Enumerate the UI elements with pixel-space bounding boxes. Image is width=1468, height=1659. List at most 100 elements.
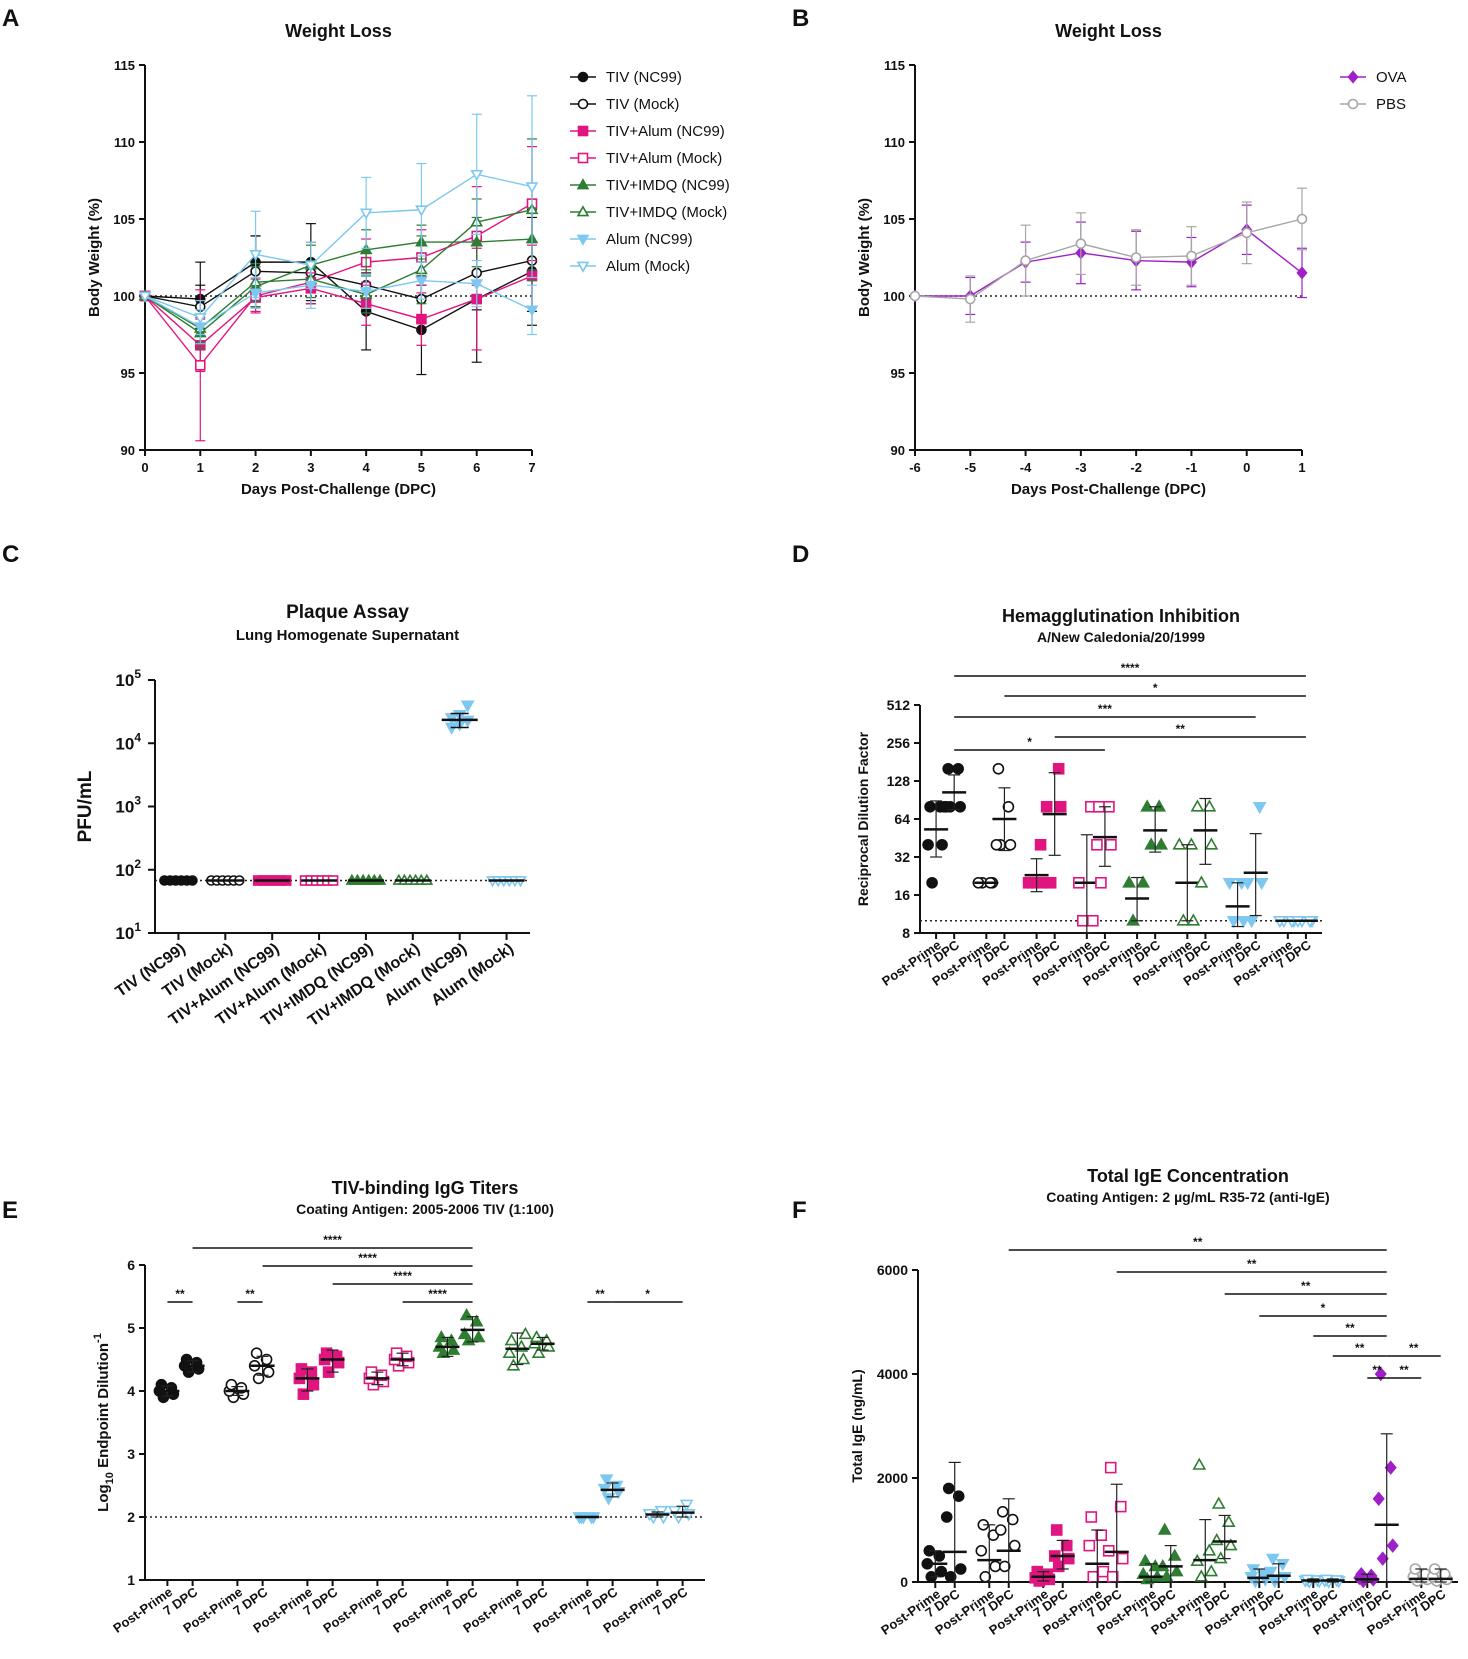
- data-point: [1056, 802, 1066, 812]
- series-PBS: [911, 188, 1308, 322]
- significance-label: ****: [393, 1269, 412, 1283]
- legend-entry: PBS: [1340, 96, 1406, 113]
- chart-title: Weight Loss: [285, 21, 392, 41]
- data-point: [1118, 1554, 1128, 1564]
- chart-title: TIV-binding IgG Titers: [332, 1178, 519, 1198]
- legend-label: TIV+IMDQ (NC99): [606, 177, 730, 194]
- legend-label: Alum (Mock): [606, 258, 690, 275]
- data-point: [1224, 879, 1235, 889]
- data-point: [1076, 239, 1085, 248]
- legend-label: OVA: [1376, 69, 1407, 86]
- x-tick-label: -2: [1130, 460, 1142, 475]
- significance-label: **: [595, 1287, 605, 1301]
- panel-F: Total IgE ConcentrationCoating Antigen: …: [849, 1166, 1458, 1638]
- panel-A: Weight Loss 90 95 100 105 110 115 0 1 2 3 4 5 6 7 Days …: [86, 21, 730, 498]
- y-tick-label: 100: [113, 289, 135, 304]
- significance-label: **: [1176, 722, 1186, 736]
- y-tick-label: 102: [115, 857, 141, 880]
- x-tick-label: 4: [363, 460, 371, 475]
- significance-bracket: *: [613, 1287, 683, 1302]
- x-tick-label: -6: [909, 460, 921, 475]
- legend-marker: [579, 127, 588, 136]
- y-axis-label: Reciprocal Dilution Factor: [855, 731, 871, 906]
- data-point: [1254, 803, 1265, 813]
- x-tick-label: 7: [528, 460, 535, 475]
- legend-entry: TIV (NC99): [570, 69, 682, 86]
- legend-marker: [579, 73, 588, 82]
- data-point: [1187, 251, 1196, 260]
- y-tick-label: 103: [115, 794, 141, 817]
- data-point: [990, 1561, 1000, 1571]
- legend-entry: Alum (Mock): [570, 258, 690, 275]
- y-tick-label: 95: [121, 366, 135, 381]
- category-7 DPC: 7 DPC: [972, 764, 1016, 972]
- legend-entry: TIV+Alum (Mock): [570, 150, 722, 167]
- data-point: [1042, 802, 1052, 812]
- data-point: [506, 1335, 517, 1345]
- data-point: [226, 1380, 236, 1390]
- data-point: [1124, 877, 1135, 887]
- significance-label: *: [1321, 1301, 1326, 1315]
- y-tick-label: 4000: [877, 1366, 908, 1382]
- data-point: [927, 878, 937, 888]
- significance-bracket: ****: [333, 1269, 473, 1284]
- data-point: [1388, 1540, 1398, 1552]
- significance-bracket: **: [1387, 1363, 1422, 1378]
- y-tick-label: 5: [127, 1320, 135, 1336]
- significance-label: *: [1153, 681, 1158, 695]
- y-tick-label: 110: [884, 135, 905, 150]
- y-tick-label: 2000: [877, 1470, 908, 1486]
- data-point: [1021, 256, 1030, 265]
- legend-label: TIV+Alum (NC99): [606, 123, 725, 140]
- chart-subtitle: Lung Homogenate Supernatant: [236, 627, 459, 644]
- data-point: [1005, 840, 1015, 850]
- significance-bracket: ***: [954, 702, 1256, 717]
- y-tick-label: 6: [127, 1257, 135, 1273]
- y-tick-label: 6000: [877, 1262, 908, 1278]
- significance-label: ****: [323, 1233, 342, 1247]
- data-point: [937, 840, 947, 850]
- category-7 DPC: 7 DPC: [922, 764, 966, 972]
- panel-letter-E: E: [2, 1197, 18, 1224]
- data-point: [156, 1380, 166, 1390]
- significance-bracket: **: [1313, 1321, 1386, 1336]
- significance-label: ***: [1098, 702, 1112, 716]
- legend-entry: TIV+IMDQ (Mock): [570, 204, 727, 221]
- data-point: [1138, 877, 1149, 887]
- data-point: [195, 314, 205, 323]
- data-point: [1052, 1525, 1062, 1535]
- y-tick-label: 105: [883, 212, 905, 227]
- significance-bracket: **: [587, 1287, 612, 1302]
- data-point: [1010, 1541, 1020, 1551]
- legend-marker: [579, 154, 588, 163]
- series-TIV+Alum (Mock): [141, 147, 538, 441]
- legend-label: TIV (NC99): [606, 69, 682, 86]
- data-point: [1374, 1493, 1384, 1505]
- data-point: [527, 306, 537, 315]
- x-tick-label: 3: [307, 460, 314, 475]
- x-tick-label: Alum (Mock): [428, 940, 516, 1009]
- panel-letter-F: F: [792, 1197, 807, 1224]
- chart-subtitle: Coating Antigen: 2005-2006 TIV (1:100): [296, 1201, 554, 1217]
- panel-letter-A: A: [2, 5, 19, 32]
- y-tick-label: 100: [883, 289, 905, 304]
- data-point: [182, 1355, 192, 1365]
- y-tick-label: 104: [115, 730, 141, 753]
- significance-label: **: [1247, 1257, 1257, 1271]
- x-tick-label: -5: [965, 460, 977, 475]
- significance-bracket: **: [1009, 1235, 1387, 1250]
- data-point: [1298, 268, 1307, 279]
- data-point: [991, 840, 1001, 850]
- significance-bracket: ****: [263, 1251, 473, 1266]
- y-tick-label: 90: [121, 443, 135, 458]
- data-point: [1188, 915, 1199, 925]
- group-Alum (Mock): Alum (Mock): [428, 877, 525, 1009]
- y-axis-label: PFU/mL: [75, 770, 96, 842]
- panel-E: TIV-binding IgG Titers Coating Antigen: 2…: [92, 1178, 705, 1636]
- data-point: [911, 292, 920, 301]
- significance-bracket: ****: [403, 1287, 473, 1302]
- data-point: [196, 361, 205, 370]
- data-point: [1159, 1524, 1170, 1534]
- x-tick-label: 5: [418, 460, 425, 475]
- chart-subtitle: Coating Antigen: 2 µg/mL R35-72 (anti-Ig…: [1046, 1189, 1329, 1205]
